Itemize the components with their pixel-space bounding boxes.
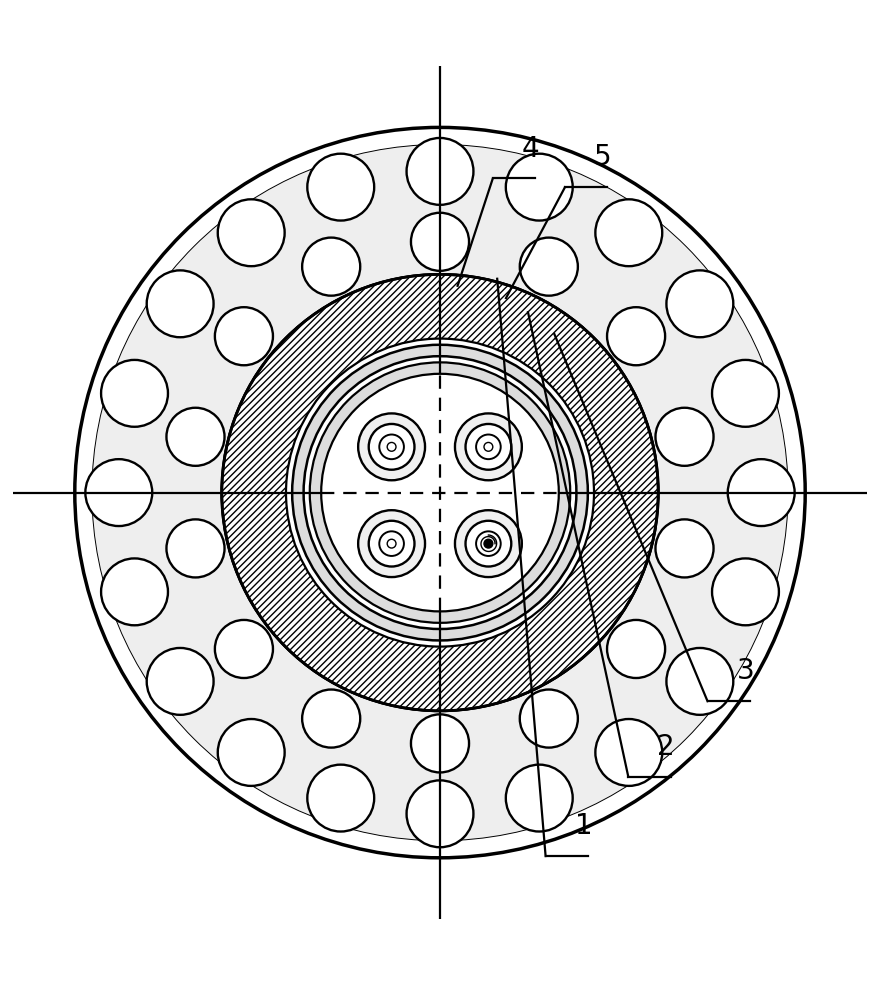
Circle shape bbox=[607, 620, 665, 678]
Circle shape bbox=[92, 145, 788, 840]
Circle shape bbox=[358, 510, 425, 578]
Circle shape bbox=[215, 620, 273, 678]
Circle shape bbox=[455, 510, 522, 578]
Circle shape bbox=[222, 274, 658, 711]
Text: 3: 3 bbox=[737, 657, 754, 685]
Circle shape bbox=[520, 690, 578, 747]
Circle shape bbox=[484, 442, 493, 451]
Circle shape bbox=[310, 363, 570, 623]
Circle shape bbox=[466, 424, 511, 470]
Circle shape bbox=[712, 360, 779, 426]
Text: 2: 2 bbox=[657, 733, 675, 761]
Circle shape bbox=[411, 715, 469, 772]
Circle shape bbox=[387, 539, 396, 548]
Circle shape bbox=[728, 459, 795, 526]
Circle shape bbox=[75, 127, 805, 858]
Circle shape bbox=[101, 559, 168, 625]
Circle shape bbox=[369, 521, 414, 567]
Circle shape bbox=[407, 138, 473, 205]
Circle shape bbox=[666, 648, 733, 715]
Circle shape bbox=[358, 414, 425, 480]
Circle shape bbox=[222, 274, 658, 711]
Circle shape bbox=[302, 690, 360, 747]
Circle shape bbox=[166, 520, 224, 578]
Circle shape bbox=[455, 414, 522, 480]
Circle shape bbox=[215, 307, 273, 365]
Circle shape bbox=[321, 374, 559, 611]
Circle shape bbox=[596, 719, 663, 786]
Circle shape bbox=[666, 270, 733, 337]
Circle shape bbox=[307, 154, 374, 221]
Circle shape bbox=[476, 434, 501, 459]
Circle shape bbox=[466, 521, 511, 567]
Circle shape bbox=[147, 270, 214, 337]
Circle shape bbox=[222, 274, 658, 711]
Circle shape bbox=[379, 434, 404, 459]
Circle shape bbox=[520, 238, 578, 295]
Circle shape bbox=[596, 200, 663, 266]
Circle shape bbox=[85, 459, 152, 526]
Circle shape bbox=[387, 442, 396, 451]
Circle shape bbox=[607, 307, 665, 365]
Circle shape bbox=[476, 532, 501, 556]
Circle shape bbox=[286, 339, 594, 647]
Circle shape bbox=[101, 360, 168, 426]
Circle shape bbox=[304, 356, 576, 629]
Circle shape bbox=[407, 780, 473, 847]
Circle shape bbox=[411, 213, 469, 270]
Circle shape bbox=[217, 719, 284, 786]
Circle shape bbox=[307, 764, 374, 832]
Text: 4: 4 bbox=[522, 134, 539, 163]
Circle shape bbox=[656, 408, 714, 466]
Circle shape bbox=[506, 764, 573, 832]
Circle shape bbox=[92, 145, 788, 840]
Circle shape bbox=[484, 539, 493, 548]
Circle shape bbox=[166, 408, 224, 466]
Circle shape bbox=[369, 424, 414, 470]
Circle shape bbox=[506, 154, 573, 221]
Text: 1: 1 bbox=[575, 812, 592, 840]
Text: 5: 5 bbox=[594, 143, 612, 171]
Circle shape bbox=[656, 520, 714, 578]
Circle shape bbox=[379, 532, 404, 556]
Circle shape bbox=[712, 559, 779, 625]
Circle shape bbox=[292, 345, 588, 640]
Circle shape bbox=[217, 200, 284, 266]
Circle shape bbox=[302, 238, 360, 295]
Circle shape bbox=[147, 648, 214, 715]
